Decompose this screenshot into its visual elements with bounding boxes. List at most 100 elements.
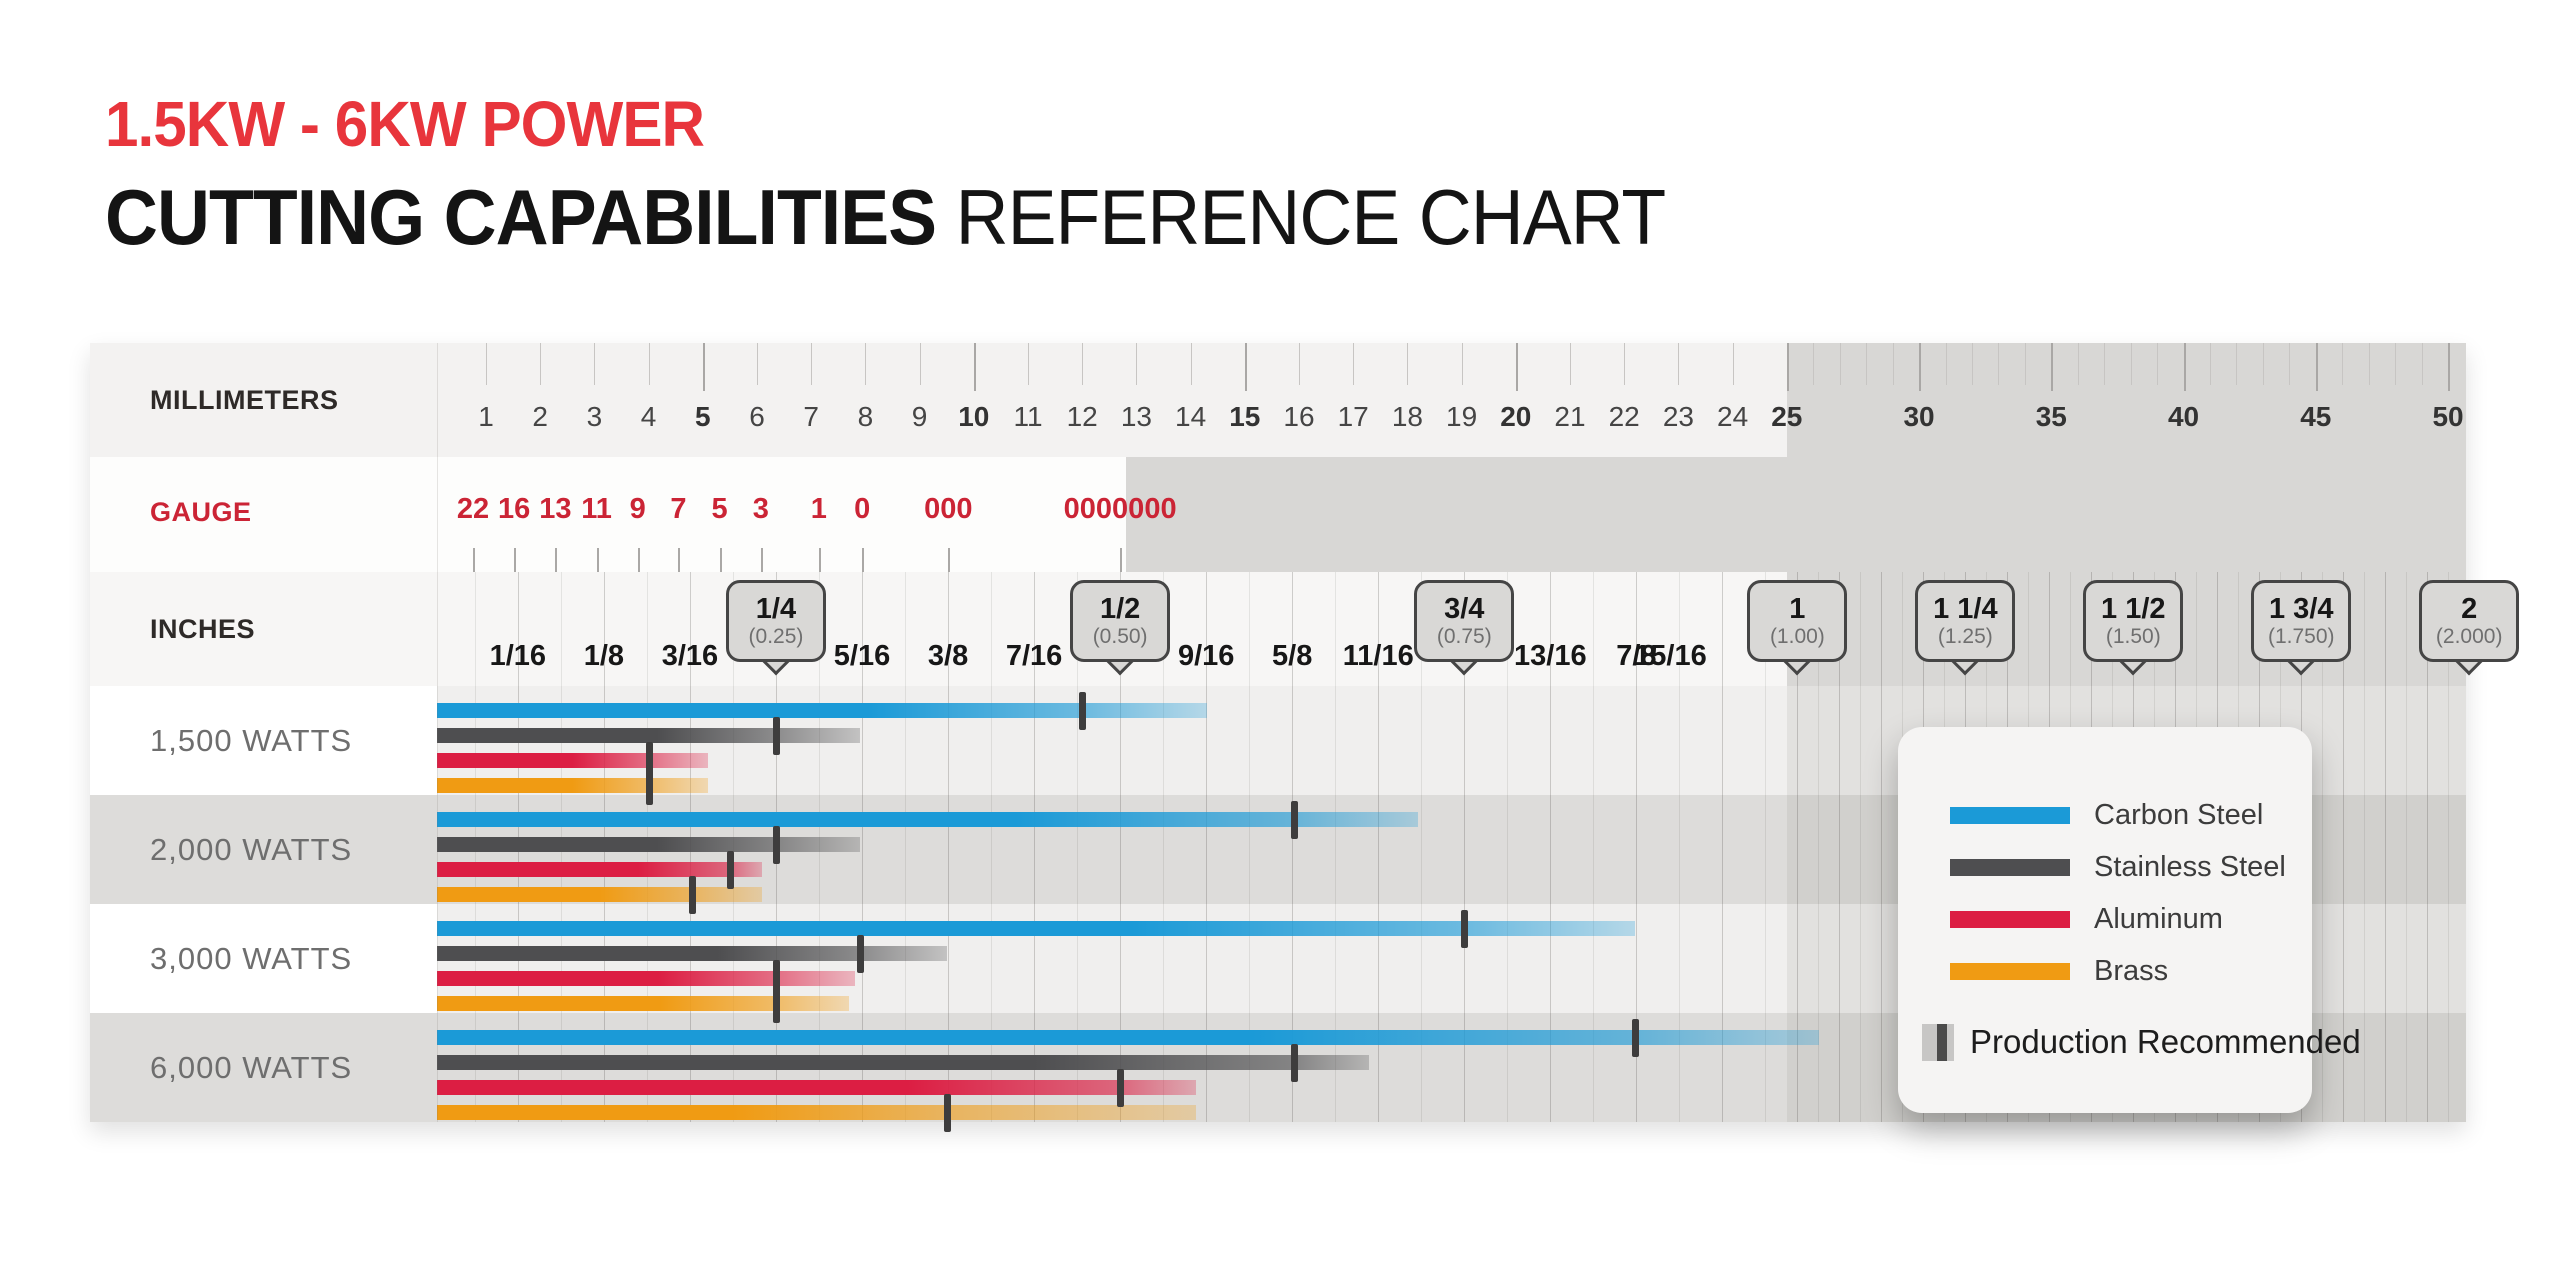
production-recommended-tick [1079, 692, 1087, 730]
mm-tick [811, 343, 813, 385]
production-recommended-tick [772, 985, 780, 1023]
capability-bar-brass [437, 1105, 1197, 1120]
mm-tick [702, 343, 705, 391]
mm-axis-label: 2 [532, 401, 548, 432]
gauge-tick [760, 548, 763, 572]
mm-axis-label: 5 [695, 401, 711, 432]
capability-bar-brass [437, 996, 850, 1011]
inch-bubble-decimal: (1.50) [2105, 624, 2161, 648]
capability-bar-aluminum [437, 862, 763, 877]
capability-bar-aluminum [437, 753, 709, 768]
mm-tick [486, 343, 487, 385]
legend-panel: Carbon Steel Stainless Steel Aluminum Brass… [1898, 727, 2361, 1113]
mm-tick [1998, 343, 2000, 385]
gridline-1-32-inch [1378, 572, 1380, 1122]
gauge-value: 3 [752, 493, 769, 525]
mm-tick [1678, 343, 1680, 385]
mm-axis-label: 4 [640, 401, 657, 432]
inch-bubble-decimal: (0.75) [1436, 624, 1492, 648]
mm-axis-title: MILLIMETERS [150, 385, 339, 415]
inch-label: 1/8 [583, 640, 625, 672]
mm-tick [919, 343, 921, 385]
production-recommended-tick [1461, 910, 1469, 948]
watts-row-label: 2,000 WATTS [150, 831, 353, 867]
mm-tick [2236, 343, 2238, 385]
mm-axis-label: 24 [1717, 401, 1749, 432]
mm-tick [1461, 343, 1463, 385]
mm-axis-label: 10 [958, 401, 990, 432]
gauge-axis-title: GAUGE [150, 497, 252, 527]
gridline-1-32-inch [1421, 572, 1423, 1122]
gridline-1-32-inch [1679, 572, 1681, 1122]
production-recommended-tick [1632, 1019, 1640, 1057]
inch-bubble-fraction: 2 [2461, 593, 2478, 626]
page-title-regular: REFERENCE CHART [936, 173, 1667, 261]
watts-band-3-label-col [90, 904, 437, 1013]
gridline-1-32-inch [1550, 572, 1552, 1122]
mm-tick [757, 343, 758, 385]
gauge-value: 1 [810, 493, 827, 525]
mm-tick [1353, 343, 1355, 385]
mm-axis-label: 30 [1903, 401, 1935, 432]
inch-label: 9/16 [1177, 640, 1235, 672]
inch-bubble-decimal: (0.50) [1092, 624, 1148, 648]
gridline-1-32-inch [905, 572, 907, 1122]
inch-label: 1/16 [489, 640, 547, 672]
gauge-value: 7 [670, 493, 687, 525]
title-block: 1.5KW - 6KW POWER CUTTING CAPABILITIES R… [105, 92, 1666, 256]
gridline-1-32-inch [1860, 572, 1862, 1122]
gridline-1-32-inch [1249, 572, 1251, 1122]
inch-bubble-decimal: (1.750) [2267, 624, 2335, 648]
mm-tick [1028, 343, 1029, 385]
mm-axis-label: 12 [1066, 401, 1098, 432]
gauge-value: 11 [581, 493, 612, 525]
mm-tick [2157, 343, 2159, 385]
gridline-1-32-inch [1839, 572, 1841, 1122]
mm-axis-label: 20 [1500, 401, 1532, 432]
page-title-bold: CUTTING CAPABILITIES [105, 173, 937, 261]
inch-bubble: 1 1/4 (1.25) [1915, 580, 2016, 662]
capability-bar-carbon-steel [437, 1030, 1819, 1045]
mm-tick [540, 343, 542, 385]
mm-tick [973, 343, 976, 391]
production-recommended-tick [726, 851, 734, 889]
watts-row-label: 3,000 WATTS [150, 940, 353, 976]
gauge-value: 22 [456, 493, 490, 525]
production-recommended-tick [772, 826, 780, 864]
inch-label: 7/8 [1616, 640, 1657, 672]
mm-tick [648, 343, 650, 385]
legend-item-brass: Brass [1950, 955, 2168, 988]
mm-axis-label: 9 [911, 401, 928, 432]
mm-tick [2395, 343, 2397, 385]
inch-label: 3/8 [927, 640, 969, 672]
mm-tick [1136, 343, 1138, 385]
mm-tick [1082, 343, 1084, 385]
mm-axis-label: 14 [1175, 401, 1207, 432]
mm-band-gray-zone [1786, 343, 2466, 457]
mm-tick [2051, 343, 2054, 391]
capability-bar-stainless-steel [437, 728, 860, 743]
mm-tick [1624, 343, 1626, 385]
mm-axis-label: 15 [1229, 401, 1261, 432]
legend-item-production-recommended: Production Recommended [1922, 1023, 2361, 1061]
gauge-tick [818, 548, 821, 572]
gridline-1-32-inch [2343, 572, 2345, 1122]
gridline-1-32-inch [2427, 572, 2429, 1122]
legend-swatch-carbon-steel-icon [1950, 807, 2070, 824]
gauge-tick [555, 548, 558, 572]
mm-tick [2104, 343, 2106, 385]
legend-item-carbon-steel: Carbon Steel [1950, 799, 2263, 832]
gauge-tick [472, 548, 475, 572]
production-recommended-tick [1117, 1069, 1125, 1107]
production-recommended-tick [943, 1094, 951, 1132]
production-recommended-tick [1290, 801, 1298, 839]
gauge-tick [719, 548, 722, 572]
gauge-value: 5 [711, 493, 728, 525]
mm-tick [2183, 343, 2186, 391]
gauge-value: 9 [629, 493, 646, 525]
production-recommended-tick [1290, 1044, 1298, 1082]
gridline-1-32-inch [1722, 572, 1724, 1122]
inch-bubble-fraction: 1 [1789, 593, 1806, 626]
production-recommended-tick [772, 960, 780, 998]
legend-swatch-stainless-steel-icon [1950, 859, 2070, 876]
